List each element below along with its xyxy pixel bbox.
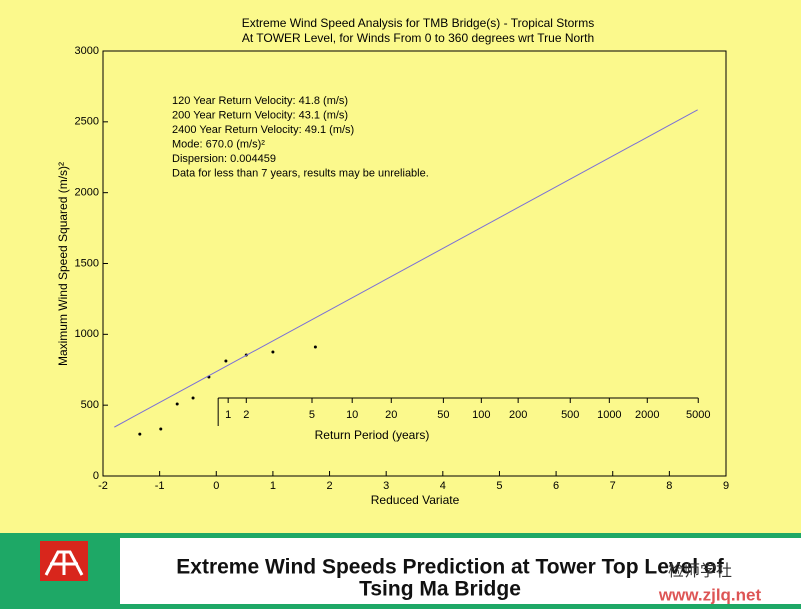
x-tick-label: -1 [155, 480, 165, 492]
return-period-tick-label: 20 [385, 409, 397, 421]
x-tick-label: 5 [496, 480, 502, 492]
data-point [271, 350, 275, 354]
x-tick-label: 9 [723, 480, 729, 492]
annotation: 120 Year Return Velocity: 41.8 (m/s) [172, 95, 348, 107]
return-period-tick-label: 10 [346, 409, 358, 421]
watermark: www.zjlq.net [658, 585, 762, 604]
return-period-tick-label: 1000 [597, 409, 621, 421]
y-tick-label: 500 [81, 399, 99, 411]
x-axis-label: Reduced Variate [371, 493, 460, 507]
chart-background [0, 0, 801, 533]
fit-line [114, 109, 698, 428]
chart-title: At TOWER Level, for Winds From 0 to 360 … [242, 31, 594, 45]
x-tick-label: 1 [270, 480, 276, 492]
data-point [313, 345, 317, 349]
return-period-tick-label: 50 [437, 409, 449, 421]
data-point [224, 359, 228, 363]
return-period-tick-label: 5000 [686, 409, 710, 421]
annotation: Data for less than 7 years, results may … [172, 167, 429, 179]
data-point [175, 402, 179, 406]
annotation: Mode: 670.0 (m/s)² [172, 138, 265, 150]
x-tick-label: 3 [383, 480, 389, 492]
return-period-tick-label: 1 [225, 409, 231, 421]
return-period-label: Return Period (years) [315, 428, 430, 442]
x-tick-label: 0 [213, 480, 219, 492]
logo-symbol [44, 550, 84, 576]
return-period-tick-label: 500 [561, 409, 579, 421]
x-tick-label: 8 [666, 480, 672, 492]
y-axis-label: Maximum Wind Speed Squared (m/s)² [56, 162, 70, 366]
data-point [159, 427, 163, 431]
x-tick-label: 6 [553, 480, 559, 492]
return-period-tick-label: 100 [472, 409, 490, 421]
return-period-tick-label: 2 [243, 409, 249, 421]
return-period-tick-label: 2000 [635, 409, 659, 421]
return-period-tick-label: 5 [309, 409, 315, 421]
footer-title: Extreme Wind Speeds Prediction at Tower … [176, 556, 724, 579]
y-tick-label: 0 [93, 470, 99, 482]
y-tick-label: 2500 [75, 116, 99, 128]
watermark: 检师学社 [668, 562, 732, 580]
y-tick-label: 3000 [75, 45, 99, 57]
footer-title: Tsing Ma Bridge [359, 578, 521, 601]
y-tick-label: 1500 [75, 257, 99, 269]
data-point [138, 432, 142, 436]
annotation: 200 Year Return Velocity: 43.1 (m/s) [172, 109, 348, 121]
footer-panel [120, 538, 801, 604]
y-tick-label: 2000 [75, 187, 99, 199]
x-tick-label: 2 [326, 480, 332, 492]
data-point [191, 396, 195, 400]
chart-title: Extreme Wind Speed Analysis for TMB Brid… [242, 16, 595, 30]
y-tick-label: 1000 [75, 328, 99, 340]
annotation: Dispersion: 0.004459 [172, 153, 276, 165]
annotation: 2400 Year Return Velocity: 49.1 (m/s) [172, 124, 354, 136]
x-tick-label: -2 [98, 480, 108, 492]
x-tick-label: 4 [440, 480, 446, 492]
return-period-tick-label: 200 [509, 409, 527, 421]
x-tick-label: 7 [610, 480, 616, 492]
